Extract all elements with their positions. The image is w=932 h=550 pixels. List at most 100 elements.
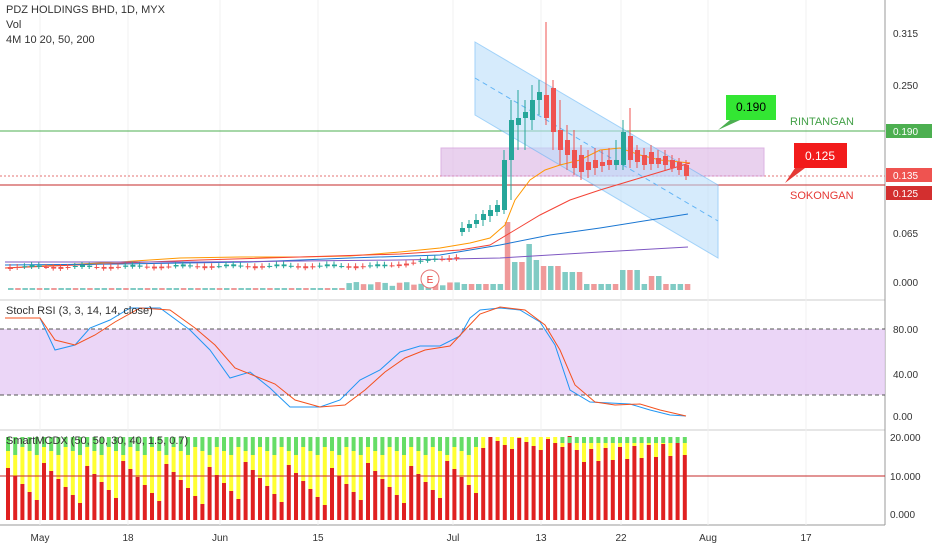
mcdx-green: [322, 437, 327, 447]
mcdx-red: [308, 489, 313, 520]
time-label: 15: [312, 533, 324, 544]
mcdx-green: [330, 437, 334, 451]
stoch-rsi-title[interactable]: Stoch RSI (3, 3, 14, 14, close): [6, 305, 153, 317]
mcdx-red: [596, 461, 601, 520]
mcdx-red: [27, 492, 32, 520]
mcdx-red: [171, 472, 176, 520]
ma-200-line: [5, 246, 689, 263]
resistance-callout-value: 0.190: [736, 100, 766, 114]
symbol-title[interactable]: PDZ HOLDINGS BHD, 1D, MYX: [6, 4, 165, 16]
mcdx-yellow: [632, 443, 637, 446]
mcdx-green: [387, 437, 392, 447]
candle-body: [460, 228, 465, 232]
smartmcdx-title[interactable]: SmartMCDX (50, 50, 30, 40, 1.5, 0.7): [6, 435, 189, 447]
volume-bar: [152, 288, 158, 290]
mcdx-yellow: [258, 447, 262, 478]
resistance-callout-box[interactable]: [726, 95, 776, 120]
volume-bar: [490, 284, 496, 290]
mcdx-green: [459, 437, 464, 451]
candle-body: [558, 130, 563, 150]
volume-bar: [123, 288, 129, 290]
mcdx-yellow: [560, 443, 565, 447]
mcdx-red: [229, 491, 234, 520]
candle-body: [454, 257, 460, 260]
candle-body: [425, 258, 431, 261]
candle-body: [15, 267, 21, 268]
mcdx-yellow: [330, 451, 334, 468]
mcdx-yellow: [193, 447, 198, 496]
volume-bar: [418, 283, 424, 290]
smartmcdx-legend[interactable]: SmartMCDX (50, 50, 30, 40, 1.5, 0.7): [6, 434, 188, 449]
mcdx-yellow: [495, 437, 500, 441]
volume-bar: [339, 288, 345, 290]
mcdx-green: [466, 437, 471, 455]
price-tag-135-text: 0.135: [893, 171, 918, 182]
mcdx-red: [34, 500, 39, 520]
support-callout-box[interactable]: [794, 143, 847, 168]
mcdx-red: [42, 463, 46, 520]
candle-body: [579, 155, 584, 172]
ma-legend[interactable]: 4M 10 20, 50, 200: [6, 34, 95, 46]
mcdx-yellow: [546, 437, 550, 439]
candle-body: [621, 132, 626, 165]
mcdx-red: [409, 466, 414, 520]
candle-body: [586, 162, 591, 170]
candle-body: [22, 266, 28, 268]
candle-body: [188, 265, 193, 267]
mcdx-red: [344, 484, 349, 520]
candle-body: [537, 92, 542, 100]
stoch-rsi-legend[interactable]: Stoch RSI (3, 3, 14, 14, close): [6, 304, 153, 319]
time-label: May: [31, 533, 50, 544]
mcdx-red: [200, 504, 205, 520]
candle-body: [216, 266, 222, 268]
candle-body: [29, 265, 35, 267]
volume-bar: [80, 288, 86, 290]
volume-bar: [353, 282, 360, 290]
mcdx-green: [294, 437, 298, 455]
volume-legend[interactable]: Vol: [6, 19, 22, 31]
mcdx-yellow: [639, 443, 644, 458]
mcdx-green: [250, 437, 255, 455]
mcdx-yellow: [531, 437, 536, 446]
mcdx-yellow: [337, 455, 342, 476]
volume-bar: [641, 284, 648, 290]
mcdx-yellow: [92, 451, 97, 474]
mcdx-green: [416, 437, 421, 451]
candle-body: [58, 267, 64, 269]
candle-body: [166, 266, 172, 268]
mcdx-yellow: [135, 451, 140, 477]
mcdx-tick: 10.000: [890, 472, 921, 483]
volume-bar: [555, 266, 561, 290]
volume-bar: [116, 288, 122, 290]
volume-bar: [526, 244, 532, 290]
mcdx-yellow: [114, 451, 118, 498]
candle-body: [509, 120, 514, 160]
mcdx-yellow: [423, 455, 428, 482]
descending-channel[interactable]: [474, 41, 719, 259]
volume-bar: [454, 282, 460, 290]
earnings-marker[interactable]: [420, 269, 440, 289]
mcdx-red: [164, 464, 169, 520]
volume-bar: [562, 272, 568, 290]
volume-bar: [72, 288, 79, 290]
price-tick: 0.065: [893, 229, 918, 240]
mcdx-red: [380, 479, 385, 520]
candle-body: [677, 162, 682, 170]
candle-body: [600, 162, 605, 166]
mcdx-green: [610, 437, 615, 443]
candle-body: [72, 265, 78, 267]
chart-legend[interactable]: PDZ HOLDINGS BHD, 1D, MYX Vol 4M 10 20, …: [6, 3, 165, 48]
mcdx-green: [207, 437, 212, 455]
candle-body: [663, 156, 668, 165]
volume-bar: [404, 282, 410, 290]
candle-body: [353, 266, 359, 269]
candle-body: [281, 264, 287, 267]
candle-body: [296, 266, 301, 268]
mcdx-green: [639, 437, 644, 443]
mcdx-yellow: [430, 447, 435, 490]
candle-body: [389, 265, 395, 267]
mcdx-red: [222, 483, 226, 520]
candlesticks[interactable]: [8, 22, 689, 271]
volume-bar: [274, 288, 280, 290]
